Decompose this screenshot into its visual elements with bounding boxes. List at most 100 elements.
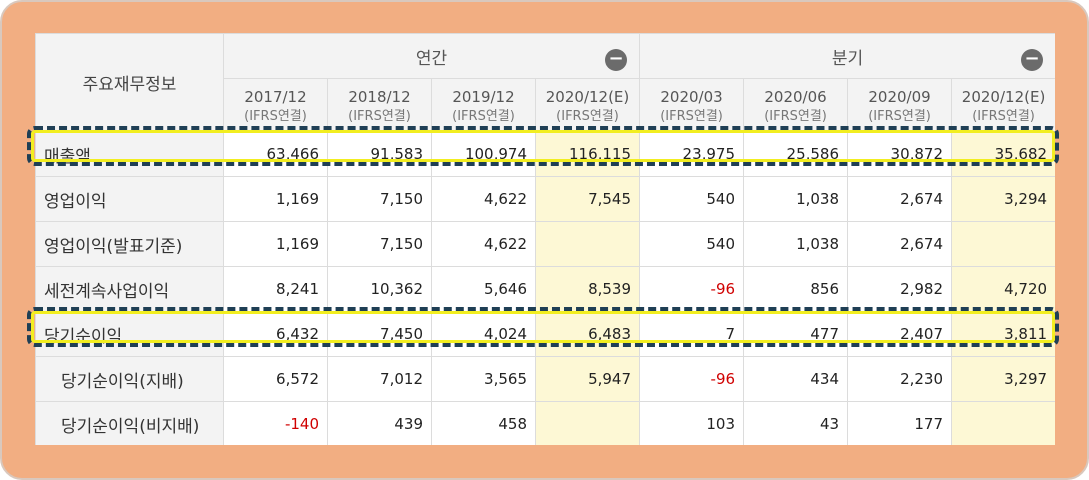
table-cell: 2,674 (847, 176, 953, 222)
period-basis: (IFRS연결) (764, 109, 827, 124)
table-cell: 4,720 (951, 266, 1055, 312)
table-cell: 7 (639, 311, 745, 357)
table-cell: 3,565 (431, 356, 536, 402)
financial-table-panel: 주요재무정보 연간 − 분기 − 2017/12 (IFRS연결) 2018/12 (… (35, 33, 1055, 445)
table-cell: 23,975 (639, 131, 745, 177)
table-cell: 5,646 (431, 266, 536, 312)
period-date: 2020/03 (660, 88, 723, 106)
table-cell: 4,622 (431, 176, 536, 222)
period-header: 2020/12(E) (IFRS연결) (951, 78, 1055, 132)
quarterly-collapse-icon[interactable]: − (1021, 49, 1044, 71)
period-header: 2020/09 (IFRS연결) (847, 78, 953, 132)
table-cell: 540 (639, 176, 745, 222)
table-row: 영업이익(발표기준) 1,169 7,150 4,622 540 1,038 2,674 (35, 221, 1055, 267)
period-date: 2017/12 (244, 88, 307, 106)
table-cell: 1,169 (223, 221, 328, 267)
quarterly-group-header: 분기 − (639, 33, 1055, 79)
table-row: 당기순이익(비지배) -140 439 458 103 43 177 (35, 401, 1055, 445)
table-row: 당기순이익(지배) 6,572 7,012 3,565 5,947 -96 434 2,230… (35, 356, 1055, 402)
table-cell: 477 (743, 311, 849, 357)
table-cell (534, 221, 641, 267)
table-cell: 100,974 (431, 131, 536, 177)
table-cell: 63,466 (223, 131, 328, 177)
row-label: 영업이익 (35, 176, 224, 222)
table-cell: 6,432 (223, 311, 328, 357)
table-cell: 25,586 (743, 131, 849, 177)
table-cell: 7,150 (327, 221, 432, 267)
period-basis: (IFRS연결) (244, 109, 307, 124)
row-label: 영업이익(발표기준) (35, 221, 224, 267)
table-cell: 2,982 (847, 266, 953, 312)
annual-collapse-icon[interactable]: − (605, 49, 628, 71)
period-basis: (IFRS연결) (972, 109, 1035, 124)
table-cell: 30,872 (847, 131, 953, 177)
period-header: 2020/06 (IFRS연결) (743, 78, 849, 132)
table-row: 당기순이익 6,432 7,450 4,024 6,483 7 477 2,407 3,811 (35, 311, 1055, 357)
corner-header: 주요재무정보 (35, 33, 224, 132)
table-cell: 8,241 (223, 266, 328, 312)
table-cell: 7,150 (327, 176, 432, 222)
table-cell: 8,539 (534, 266, 641, 312)
row-label: 세전계속사업이익 (35, 266, 224, 312)
table-cell: 1,169 (223, 176, 328, 222)
row-label: 매출액 (35, 131, 224, 177)
table-cell: 103 (639, 401, 745, 445)
table-cell: 35,682 (951, 131, 1055, 177)
annual-group-label: 연간 (415, 48, 448, 69)
table-cell: 3,294 (951, 176, 1055, 222)
table-cell: 2,230 (847, 356, 953, 402)
annual-group-header: 연간 − (222, 33, 641, 79)
table-row: 매출액 63,466 91,583 100,974 116,115 23,975 25,58… (35, 131, 1055, 177)
period-header: 2019/12 (IFRS연결) (431, 78, 536, 132)
row-label: 당기순이익(비지배) (35, 401, 224, 445)
table-cell: 7,012 (327, 356, 432, 402)
table-cell: 43 (743, 401, 849, 445)
period-header: 2017/12 (IFRS연결) (223, 78, 328, 132)
table-cell: 540 (639, 221, 745, 267)
table-cell: 7,545 (534, 176, 641, 222)
table-cell: -96 (639, 266, 745, 312)
table-cell: 4,024 (431, 311, 536, 357)
period-basis: (IFRS연결) (868, 109, 931, 124)
table-cell: 177 (847, 401, 953, 445)
table-cell: 3,811 (951, 311, 1055, 357)
financial-summary-table: 주요재무정보 연간 − 분기 − 2017/12 (IFRS연결) 2018/12 (… (35, 33, 1055, 445)
table-cell (534, 401, 641, 445)
period-header-row: 2017/12 (IFRS연결) 2018/12 (IFRS연결) 2019/12 (IF… (36, 78, 1055, 132)
table-cell (951, 221, 1055, 267)
period-date: 2018/12 (348, 88, 411, 106)
table-cell (951, 401, 1055, 445)
period-header: 2018/12 (IFRS연결) (327, 78, 432, 132)
period-basis: (IFRS연결) (348, 109, 411, 124)
quarterly-group-label: 분기 (831, 48, 864, 69)
table-cell: 434 (743, 356, 849, 402)
row-label: 당기순이익(지배) (35, 356, 224, 402)
table-cell: 2,407 (847, 311, 953, 357)
period-basis: (IFRS연결) (660, 109, 723, 124)
table-cell: 439 (327, 401, 432, 445)
table-cell: 5,947 (534, 356, 641, 402)
period-date: 2020/12(E) (545, 88, 630, 106)
table-cell: 7,450 (327, 311, 432, 357)
table-cell: 10,362 (327, 266, 432, 312)
table-cell: 6,572 (223, 356, 328, 402)
table-cell: 1,038 (743, 221, 849, 267)
period-date: 2020/06 (764, 88, 827, 106)
period-date: 2020/12(E) (961, 88, 1046, 106)
period-basis: (IFRS연결) (556, 109, 619, 124)
table-cell: 2,674 (847, 221, 953, 267)
period-date: 2020/09 (868, 88, 931, 106)
table-cell: 3,297 (951, 356, 1055, 402)
table-cell: 458 (431, 401, 536, 445)
table-cell: 6,483 (534, 311, 641, 357)
table-cell: 91,583 (327, 131, 432, 177)
period-header: 2020/12(E) (IFRS연결) (534, 78, 641, 132)
table-cell: 856 (743, 266, 849, 312)
table-cell: 4,622 (431, 221, 536, 267)
table-cell: 1,038 (743, 176, 849, 222)
table-cell: 116,115 (534, 131, 641, 177)
period-header: 2020/03 (IFRS연결) (639, 78, 745, 132)
row-label: 당기순이익 (35, 311, 224, 357)
table-row: 세전계속사업이익 8,241 10,362 5,646 8,539 -96 856 2,982… (35, 266, 1055, 312)
table-cell: -140 (223, 401, 328, 445)
